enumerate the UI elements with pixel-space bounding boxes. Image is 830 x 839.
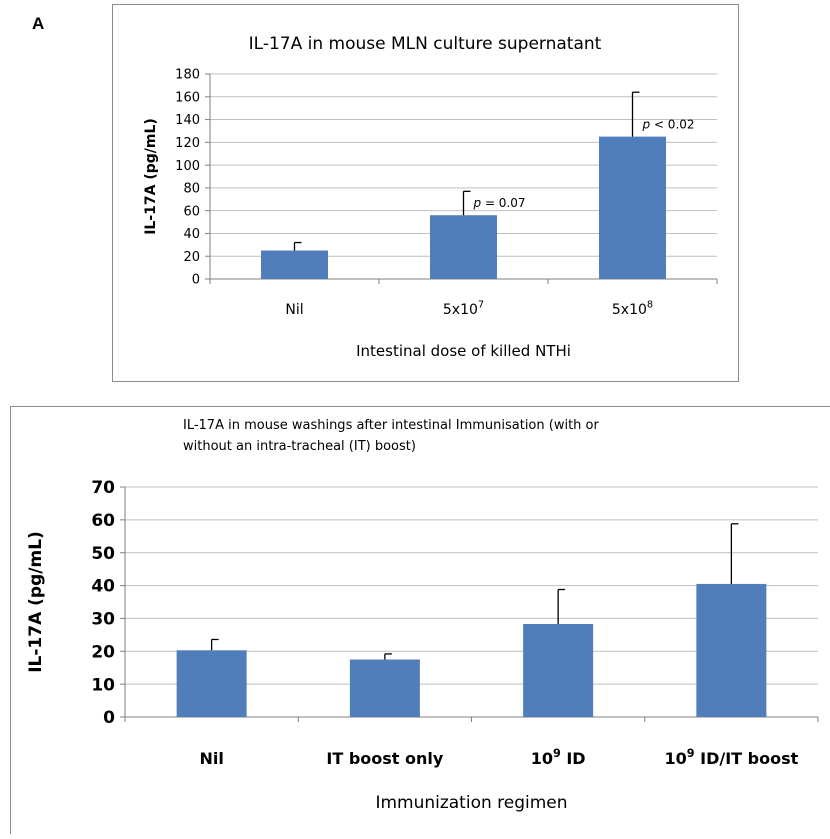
- chart-b-category-label: IT boost only: [326, 749, 443, 768]
- chart-a-p-annotation: p < 0.02: [642, 118, 695, 132]
- chart-b-y-label: IL-17A (pg/mL): [26, 531, 46, 673]
- chart-b-bar: [523, 624, 593, 717]
- chart-b-ytick-label: 10: [91, 675, 115, 695]
- chart-b-category-label: 109 ID/IT boost: [664, 747, 798, 768]
- chart-b-ytick-label: 30: [91, 610, 115, 630]
- chart-b-category-label: 109 ID: [531, 747, 586, 768]
- chart-b: IL-17A in mouse washings after intestina…: [11, 407, 830, 834]
- chart-a-ytick-label: 40: [183, 227, 200, 242]
- chart-a-ytick-label: 20: [183, 250, 200, 265]
- chart-a-x-label: Intestinal dose of killed NTHi: [356, 342, 571, 360]
- panel-a-frame: IL-17A in mouse MLN culture supernatant 0…: [112, 4, 739, 382]
- chart-a: IL-17A in mouse MLN culture supernatant 0…: [113, 5, 738, 381]
- chart-b-x-label: Immunization regimen: [375, 793, 567, 813]
- chart-a-category-label: 5x107: [443, 300, 484, 318]
- chart-a-category-label: 5x108: [612, 300, 653, 318]
- panel-a-letter: A: [32, 14, 44, 34]
- chart-a-bar: [430, 215, 497, 279]
- panel-b-frame: IL-17A in mouse washings after intestina…: [10, 406, 830, 834]
- chart-b-ytick-label: 60: [91, 511, 115, 531]
- chart-b-title: IL-17A in mouse washings after intestina…: [183, 418, 599, 433]
- chart-a-title: IL-17A in mouse MLN culture supernatant: [249, 34, 602, 54]
- chart-a-ytick-label: 160: [175, 90, 200, 105]
- chart-a-ytick-label: 60: [183, 204, 200, 219]
- chart-a-p-annotation: p = 0.07: [473, 196, 526, 210]
- chart-b-bar: [177, 650, 247, 717]
- chart-a-y-label: IL-17A (pg/mL): [143, 118, 159, 235]
- chart-b-ytick-label: 70: [91, 478, 115, 498]
- chart-a-ytick-label: 80: [183, 182, 200, 197]
- chart-b-bar: [696, 584, 766, 717]
- chart-b-ytick-label: 0: [103, 708, 115, 728]
- chart-a-ytick-label: 0: [192, 273, 200, 288]
- chart-a-ytick-label: 100: [175, 159, 200, 174]
- chart-a-ytick-label: 180: [175, 68, 200, 83]
- chart-a-bar: [599, 137, 666, 279]
- chart-b-title: without an intra-tracheal (IT) boost): [183, 439, 416, 454]
- chart-a-bar: [261, 251, 328, 279]
- chart-a-ytick-label: 120: [175, 136, 200, 151]
- chart-b-category-label: Nil: [199, 749, 223, 768]
- chart-b-ytick-label: 40: [91, 577, 115, 597]
- chart-a-ytick-label: 140: [175, 113, 200, 128]
- chart-b-bar: [350, 660, 420, 718]
- chart-b-ytick-label: 20: [91, 642, 115, 662]
- chart-a-category-label: Nil: [285, 302, 303, 318]
- chart-b-ytick-label: 50: [91, 544, 115, 564]
